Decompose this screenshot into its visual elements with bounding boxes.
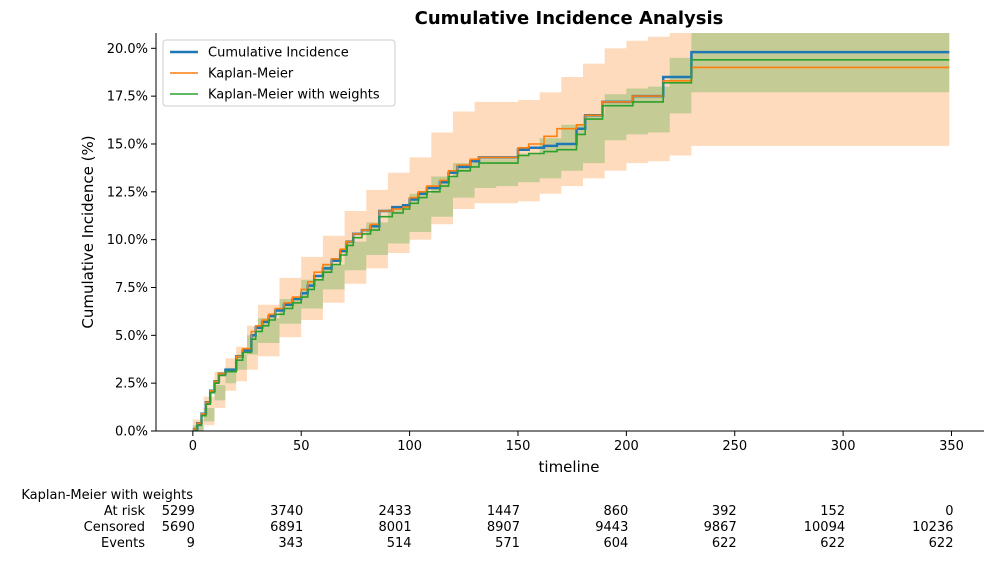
risk-cell: 10236 — [912, 520, 953, 535]
risk-cell: 152 — [820, 504, 845, 519]
y-tick-label: 7.5% — [115, 281, 148, 296]
legend-label-1: Kaplan-Meier — [208, 67, 294, 82]
risk-cell: 10094 — [804, 520, 845, 535]
risk-cell: 604 — [604, 536, 629, 551]
at-risk-table-title: Kaplan-Meier with weights — [21, 488, 193, 503]
risk-cell: 571 — [495, 536, 520, 551]
risk-row-label: Events — [101, 536, 145, 551]
legend-frame — [162, 39, 396, 107]
legend: Cumulative Incidence Kaplan-Meier Kaplan-M… — [162, 39, 396, 107]
confidence-band-1 — [192, 33, 950, 431]
risk-cell: 622 — [820, 536, 845, 551]
risk-cell: 3740 — [270, 504, 303, 519]
y-tick-label: 5.0% — [115, 329, 148, 344]
y-tick-label: 20.0% — [107, 42, 148, 57]
series-line-2 — [192, 59, 950, 431]
x-tick-label: 250 — [722, 439, 747, 454]
x-ticks: 0 50 100 150 200 250 300 350 — [189, 431, 964, 454]
x-tick-label: 350 — [939, 439, 964, 454]
x-tick-label: 200 — [614, 439, 639, 454]
y-tick-label: 12.5% — [107, 185, 148, 200]
y-tick-label: 2.5% — [115, 377, 148, 392]
risk-cell: 0 — [945, 504, 953, 519]
axes — [155, 33, 984, 432]
x-tick-label: 50 — [293, 439, 310, 454]
risk-cell: 622 — [712, 536, 737, 551]
y-tick-label: 15.0% — [107, 137, 148, 152]
legend-label-2: Kaplan-Meier with weights — [208, 88, 380, 103]
y-tick-label: 10.0% — [107, 233, 148, 248]
legend-label-0: Cumulative Incidence — [208, 46, 349, 61]
risk-cell: 8907 — [487, 520, 520, 535]
risk-cell: 392 — [712, 504, 737, 519]
y-ticks: 0.0% 2.5% 5.0% 7.5% 10.0% 12.5% 15.0% 17.5% 20.0… — [107, 42, 156, 440]
x-tick-label: 300 — [831, 439, 856, 454]
risk-cell: 622 — [929, 536, 954, 551]
risk-cell: 9 — [187, 536, 195, 551]
series-line-1 — [192, 66, 950, 430]
risk-cell: 1447 — [487, 504, 520, 519]
risk-cell: 2433 — [379, 504, 412, 519]
at-risk-table: Kaplan-Meier with weights At risk 5299 374… — [21, 488, 953, 551]
risk-cell: 5690 — [162, 520, 195, 535]
y-tick-label: 17.5% — [107, 90, 148, 105]
risk-cell: 9867 — [704, 520, 737, 535]
risk-cell: 343 — [278, 536, 303, 551]
risk-cell: 8001 — [379, 520, 412, 535]
confidence-bands — [192, 33, 950, 431]
series-lines — [192, 50, 950, 431]
risk-row-label: Censored — [84, 520, 145, 535]
risk-cell: 6891 — [270, 520, 303, 535]
risk-row-label: At risk — [104, 504, 146, 519]
x-tick-label: 0 — [189, 439, 197, 454]
x-tick-label: 100 — [397, 439, 422, 454]
risk-cell: 9443 — [595, 520, 628, 535]
risk-cell: 5299 — [162, 504, 195, 519]
y-axis-label: Cumulative Incidence (%) — [79, 135, 97, 328]
x-tick-label: 150 — [506, 439, 531, 454]
risk-cell: 860 — [604, 504, 629, 519]
x-axis-label: timeline — [539, 458, 600, 476]
y-tick-label: 0.0% — [115, 425, 148, 440]
confidence-band-0 — [192, 33, 950, 431]
chart-title: Cumulative Incidence Analysis — [415, 8, 724, 29]
risk-cell: 514 — [387, 536, 412, 551]
